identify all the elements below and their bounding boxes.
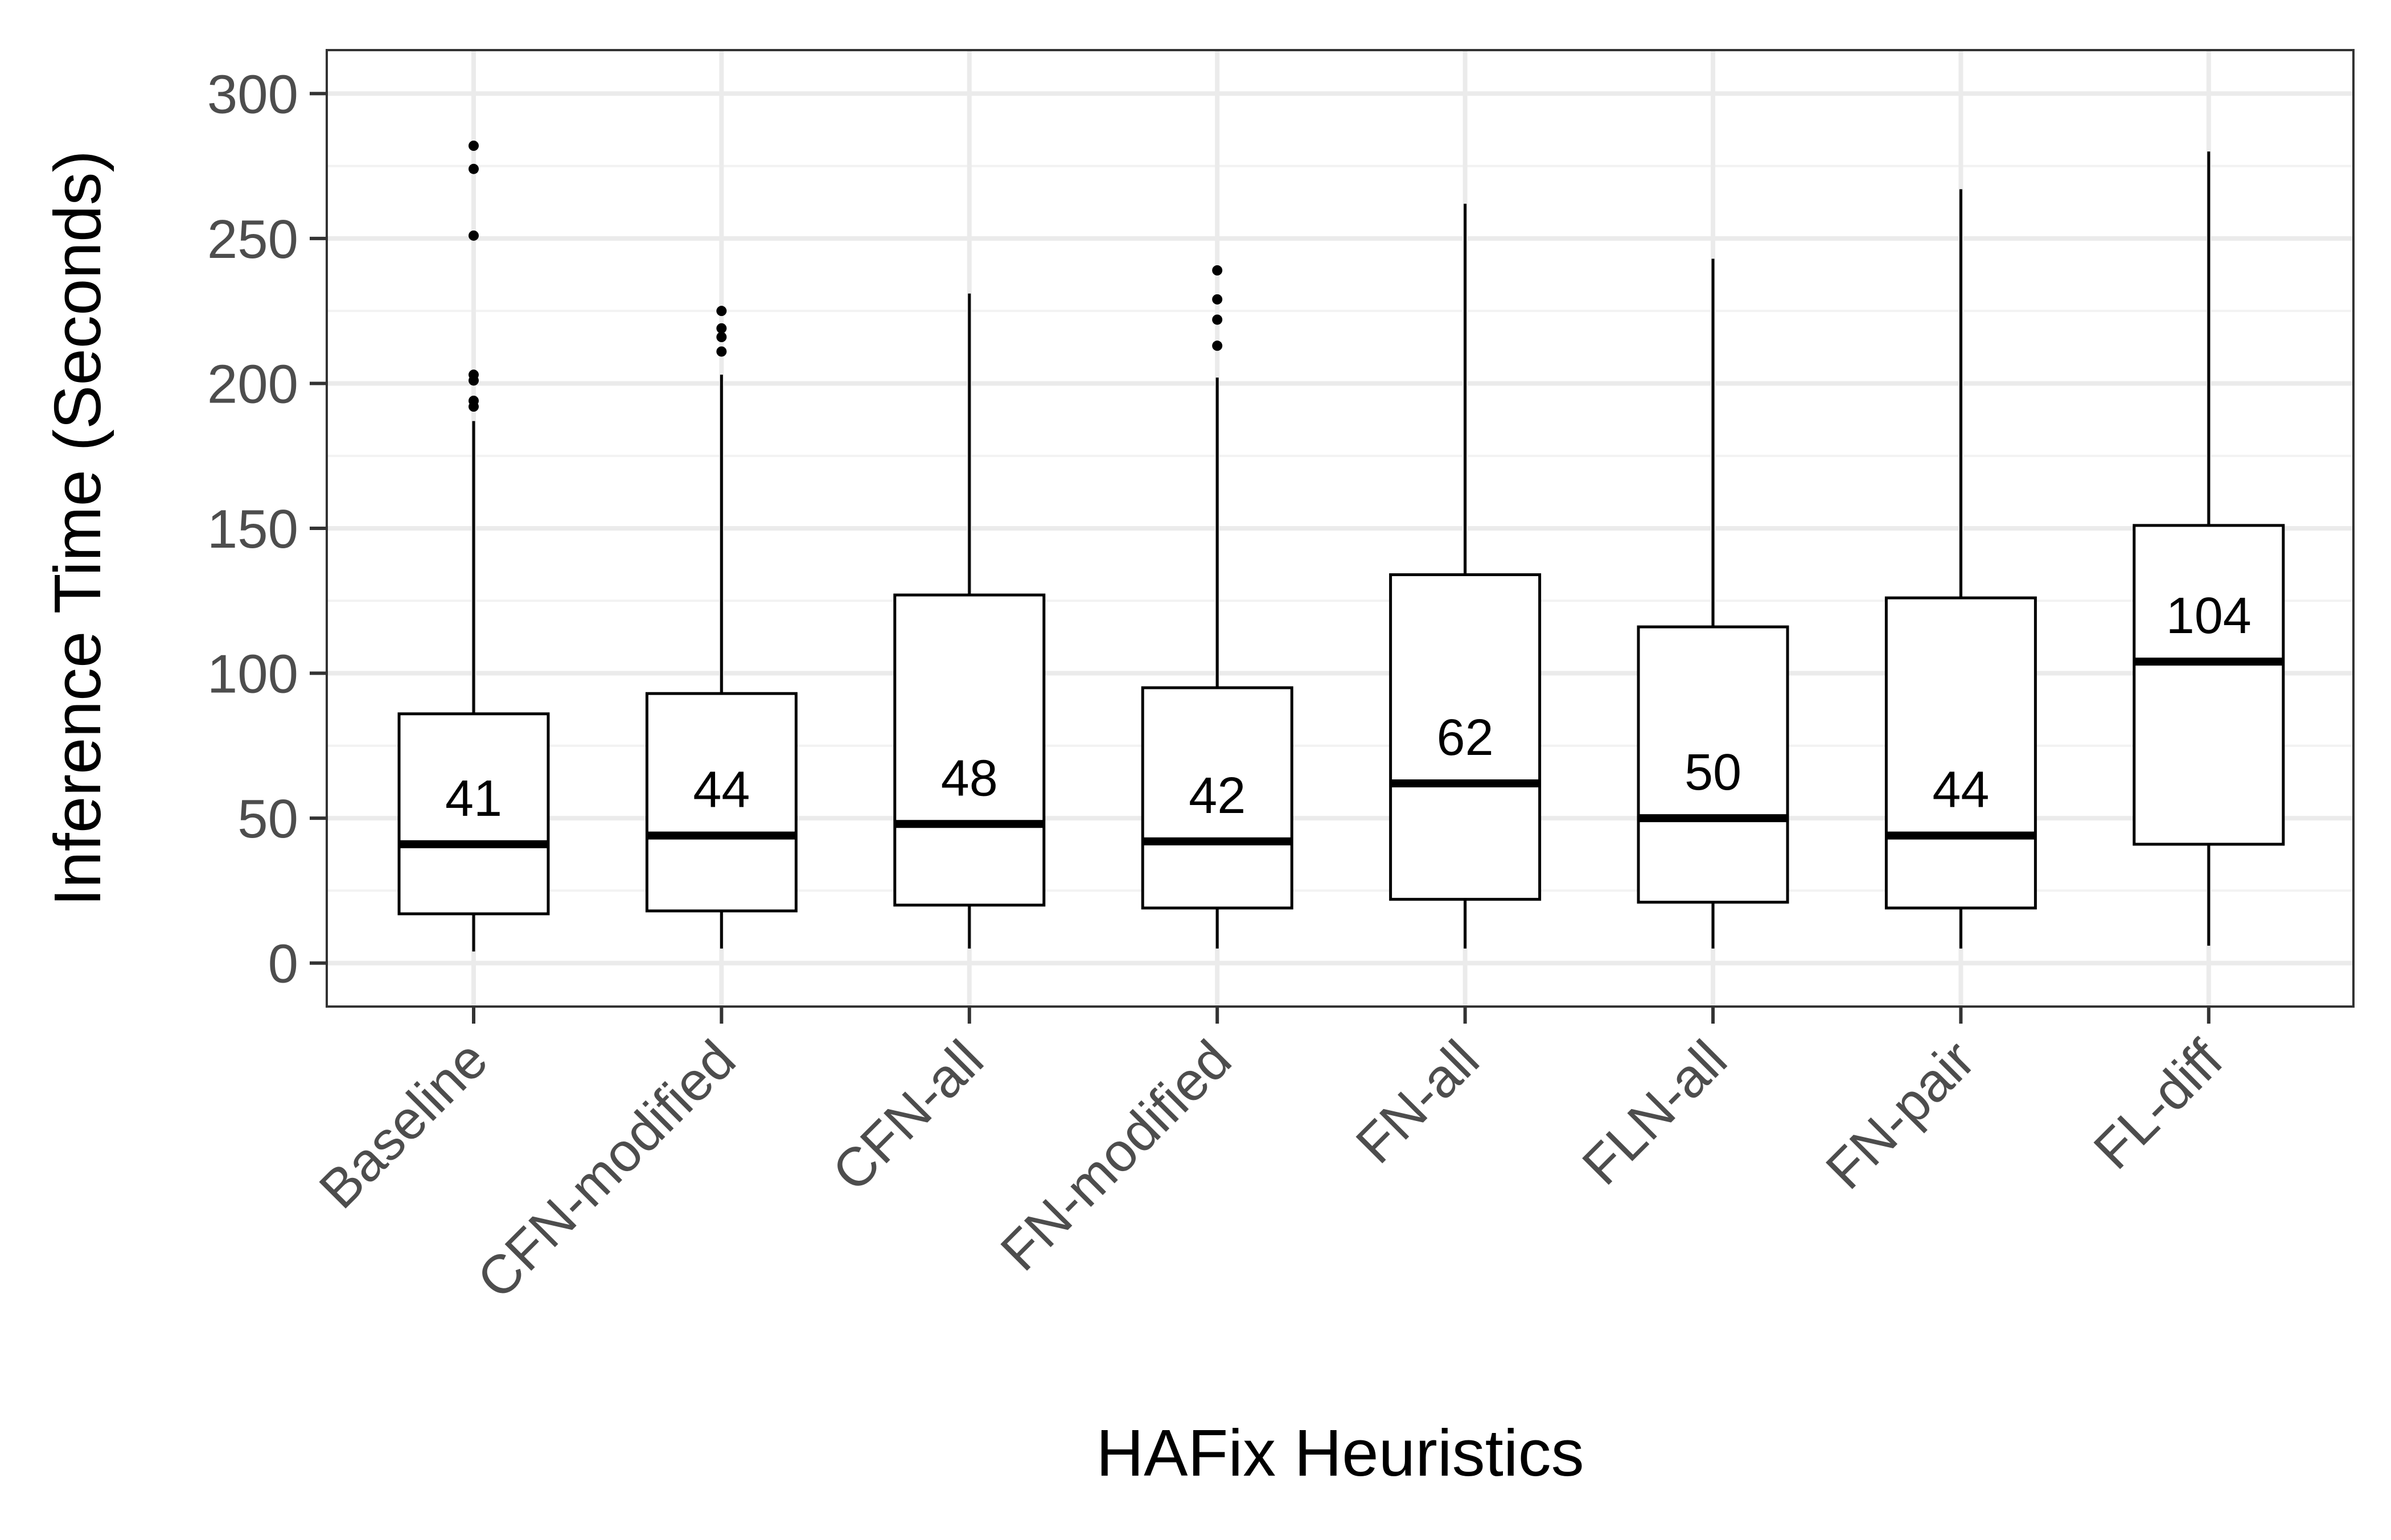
outlier-point: [1212, 294, 1223, 305]
x-tick-label: FL-diff: [2082, 1029, 2234, 1181]
x-tick-label: FN-all: [1345, 1029, 1491, 1175]
outlier-point: [469, 396, 479, 406]
median-label: 62: [1437, 709, 1494, 766]
x-tick-label: CFN-modified: [466, 1029, 747, 1310]
box-series: 41 44 48 42 62 50 44 104: [397, 141, 2285, 952]
median-label: 48: [941, 750, 998, 807]
outlier-point: [1212, 340, 1223, 351]
x-tick-label: FLN-all: [1571, 1029, 1738, 1196]
outlier-point: [469, 163, 479, 174]
box-iqr: [1884, 596, 2037, 910]
y-axis: 0 50 100 150 200 250 300: [207, 64, 327, 995]
box-fn-modified: 42: [1141, 265, 1293, 949]
x-tick-label: FN-pair: [1814, 1029, 1986, 1201]
median-label: 41: [445, 770, 502, 827]
median-label: 104: [2166, 588, 2252, 644]
median-label: 44: [1932, 762, 1989, 819]
y-tick-label: 150: [207, 499, 298, 560]
box-fl-diff: 104: [2133, 151, 2285, 946]
x-tick-label: CFN-all: [821, 1029, 995, 1203]
x-tick-label: Baseline: [308, 1029, 499, 1220]
box-fn-all: 62: [1389, 203, 1542, 949]
box-iqr: [1389, 573, 1542, 901]
box-iqr: [2133, 524, 2285, 846]
x-tick-label: FN-modified: [989, 1029, 1243, 1282]
box-fn-pair: 44: [1884, 189, 2037, 949]
box-baseline: 41: [397, 141, 550, 952]
box-iqr: [645, 692, 798, 913]
y-tick-label: 50: [237, 789, 298, 849]
y-tick-label: 100: [207, 644, 298, 705]
box-cfn-all: 48: [893, 293, 1046, 949]
box-iqr: [1637, 625, 1789, 904]
y-tick-label: 300: [207, 64, 298, 125]
y-tick-label: 200: [207, 354, 298, 414]
median-label: 44: [693, 762, 750, 819]
x-axis-title: HAFix Heuristics: [1096, 1416, 1584, 1490]
y-tick-label: 0: [268, 934, 298, 995]
outlier-point: [469, 369, 479, 380]
box-iqr: [893, 593, 1046, 907]
outlier-point: [716, 346, 727, 357]
box-cfn-modified: 44: [645, 306, 798, 949]
outlier-point: [1212, 265, 1223, 276]
median-label: 50: [1685, 744, 1741, 801]
box-iqr: [397, 712, 550, 915]
outlier-point: [716, 332, 727, 342]
outlier-point: [469, 141, 479, 151]
y-axis-title: Inference Time (Seconds): [40, 150, 114, 906]
median-label: 42: [1189, 767, 1246, 824]
outlier-point: [1212, 314, 1223, 325]
box-fln-all: 50: [1637, 258, 1789, 949]
outlier-point: [469, 230, 479, 241]
y-tick-label: 250: [207, 209, 298, 270]
box-iqr: [1141, 686, 1293, 910]
outlier-point: [716, 306, 727, 317]
outlier-point: [716, 323, 727, 334]
